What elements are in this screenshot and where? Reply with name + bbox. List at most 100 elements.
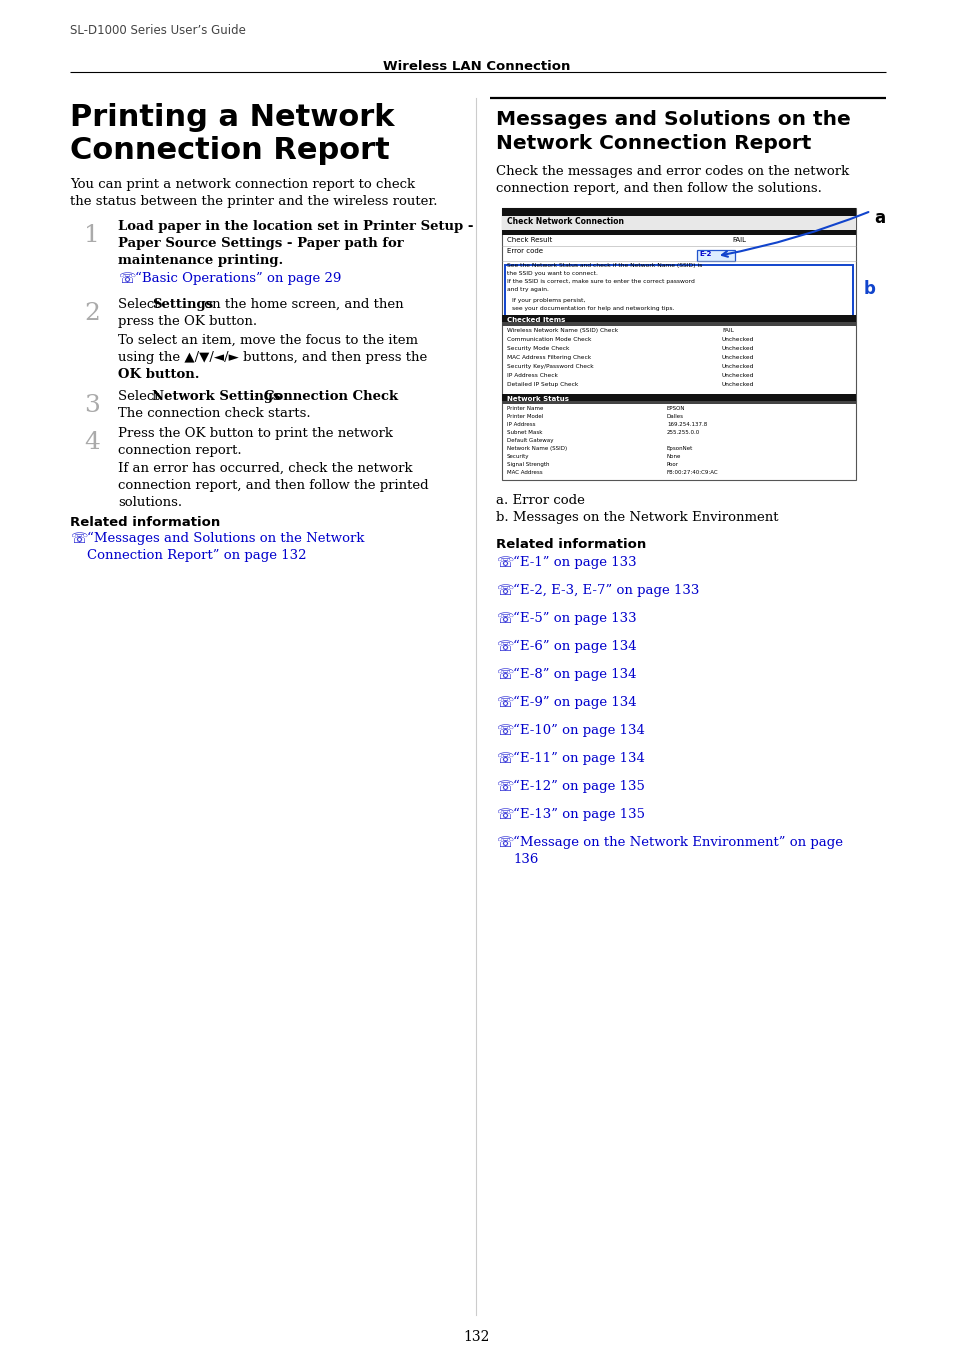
Text: ☏: ☏ [496, 668, 513, 682]
Text: To select an item, move the focus to the item: To select an item, move the focus to the… [118, 333, 417, 347]
Text: press the OK button.: press the OK button. [118, 315, 257, 328]
Text: OK button.: OK button. [118, 369, 199, 381]
Text: Printer Model: Printer Model [506, 414, 542, 418]
Text: If the SSID is correct, make sure to enter the correct password: If the SSID is correct, make sure to ent… [506, 279, 694, 284]
Text: MAC Address: MAC Address [506, 470, 542, 475]
Text: Unchecked: Unchecked [721, 346, 754, 351]
Text: Load paper in the location set in Printer Setup -: Load paper in the location set in Printe… [118, 220, 473, 234]
Text: Network Connection Report: Network Connection Report [496, 134, 810, 153]
Text: 2: 2 [84, 302, 100, 325]
Text: ☏: ☏ [118, 271, 135, 286]
Text: Network Name (SSID): Network Name (SSID) [506, 446, 566, 451]
Bar [697, 250, 734, 261]
Text: -: - [250, 390, 263, 404]
Text: Checked Items: Checked Items [506, 317, 565, 323]
Text: Check Network Connection: Check Network Connection [506, 217, 623, 225]
Text: 4: 4 [84, 431, 100, 454]
Text: Wireless LAN Connection: Wireless LAN Connection [383, 59, 570, 73]
Text: Network Status: Network Status [506, 396, 568, 402]
Text: maintenance printing.: maintenance printing. [118, 254, 283, 267]
Text: Settings: Settings [152, 298, 213, 311]
Text: Signal Strength: Signal Strength [506, 462, 549, 467]
Text: Select: Select [118, 390, 164, 404]
Text: ☏: ☏ [496, 640, 513, 653]
Text: Unchecked: Unchecked [721, 382, 754, 387]
Text: on the home screen, and then: on the home screen, and then [200, 298, 403, 311]
Text: and try again.: and try again. [506, 288, 548, 292]
Text: “E-5” on page 133: “E-5” on page 133 [513, 612, 636, 625]
Bar [501, 230, 855, 235]
Text: 1: 1 [84, 224, 100, 247]
Text: “E-9” on page 134: “E-9” on page 134 [513, 697, 636, 709]
Text: the SSID you want to connect.: the SSID you want to connect. [506, 271, 598, 275]
Text: Network Settings: Network Settings [152, 390, 280, 404]
Text: a. Error code: a. Error code [496, 494, 584, 508]
Text: Unchecked: Unchecked [721, 373, 754, 378]
Bar [501, 323, 855, 325]
Text: Error code: Error code [506, 248, 542, 254]
Text: EPSON: EPSON [666, 406, 685, 410]
Text: EpsonNet: EpsonNet [666, 446, 693, 451]
Text: ☏: ☏ [496, 836, 513, 850]
Text: If an error has occurred, check the network: If an error has occurred, check the netw… [118, 462, 413, 475]
Text: connection report, and then follow the printed: connection report, and then follow the p… [118, 479, 428, 491]
Text: MAC Address Filtering Check: MAC Address Filtering Check [506, 355, 591, 360]
Text: IP Address Check: IP Address Check [506, 373, 558, 378]
Bar [501, 208, 855, 216]
Text: connection report.: connection report. [118, 444, 241, 458]
Text: ☏: ☏ [496, 556, 513, 570]
Text: Wireless Network Name (SSID) Check: Wireless Network Name (SSID) Check [506, 328, 618, 333]
Text: The connection check starts.: The connection check starts. [118, 406, 311, 420]
Text: “Basic Operations” on page 29: “Basic Operations” on page 29 [135, 271, 341, 285]
Text: If your problems persist,: If your problems persist, [512, 298, 585, 302]
Text: connection report, and then follow the solutions.: connection report, and then follow the s… [496, 182, 821, 194]
Bar [501, 315, 855, 323]
Text: “Message on the Network Environment” on page: “Message on the Network Environment” on … [513, 836, 842, 849]
Text: “E-13” on page 135: “E-13” on page 135 [513, 809, 644, 821]
Text: Related information: Related information [496, 539, 645, 551]
Text: Security Key/Password Check: Security Key/Password Check [506, 364, 593, 369]
Text: 3: 3 [84, 394, 100, 417]
Text: Communication Mode Check: Communication Mode Check [506, 338, 591, 342]
Text: ☏: ☏ [496, 697, 513, 710]
Text: Security Mode Check: Security Mode Check [506, 346, 569, 351]
Text: Unchecked: Unchecked [721, 355, 754, 360]
Text: ☏: ☏ [496, 809, 513, 822]
Text: “E-10” on page 134: “E-10” on page 134 [513, 724, 644, 737]
Text: Security: Security [506, 454, 529, 459]
Text: b. Messages on the Network Environment: b. Messages on the Network Environment [496, 512, 778, 524]
Text: ☏: ☏ [496, 724, 513, 738]
Text: ☏: ☏ [70, 532, 88, 545]
Text: “E-6” on page 134: “E-6” on page 134 [513, 640, 636, 653]
Text: 255.255.0.0: 255.255.0.0 [666, 431, 700, 435]
Text: See the Network Status and check if the Network Name (SSID) is: See the Network Status and check if the … [506, 263, 701, 269]
Text: IP Address: IP Address [506, 423, 535, 427]
Text: Printing a Network: Printing a Network [70, 103, 395, 132]
Text: Dalles: Dalles [666, 414, 683, 418]
Text: Press the OK button to print the network: Press the OK button to print the network [118, 427, 393, 440]
Text: ☏: ☏ [496, 585, 513, 598]
Text: “Messages and Solutions on the Network: “Messages and Solutions on the Network [87, 532, 364, 545]
Text: Unchecked: Unchecked [721, 338, 754, 342]
Text: Connection Report: Connection Report [70, 136, 390, 165]
Text: Select: Select [118, 298, 164, 311]
Text: “E-1” on page 133: “E-1” on page 133 [513, 556, 636, 570]
Text: Subnet Mask: Subnet Mask [506, 431, 542, 435]
Text: “E-11” on page 134: “E-11” on page 134 [513, 752, 644, 765]
Text: Check Result: Check Result [506, 238, 552, 243]
Bar [501, 208, 855, 481]
Text: using the ▲/▼/◄/► buttons, and then press the: using the ▲/▼/◄/► buttons, and then pres… [118, 351, 427, 364]
Text: “E-8” on page 134: “E-8” on page 134 [513, 668, 636, 682]
Text: Printer Name: Printer Name [506, 406, 543, 410]
Text: solutions.: solutions. [118, 495, 182, 509]
Text: You can print a network connection report to check: You can print a network connection repor… [70, 178, 415, 190]
Bar [501, 401, 855, 404]
Text: 136: 136 [513, 853, 537, 865]
Text: Check the messages and error codes on the network: Check the messages and error codes on th… [496, 165, 848, 178]
Text: F8:00:27:40:C9:AC: F8:00:27:40:C9:AC [666, 470, 718, 475]
Bar [501, 216, 855, 230]
Text: Paper Source Settings - Paper path for: Paper Source Settings - Paper path for [118, 238, 403, 250]
Text: the status between the printer and the wireless router.: the status between the printer and the w… [70, 194, 437, 208]
Text: a: a [873, 209, 884, 227]
Text: Default Gateway: Default Gateway [506, 437, 553, 443]
